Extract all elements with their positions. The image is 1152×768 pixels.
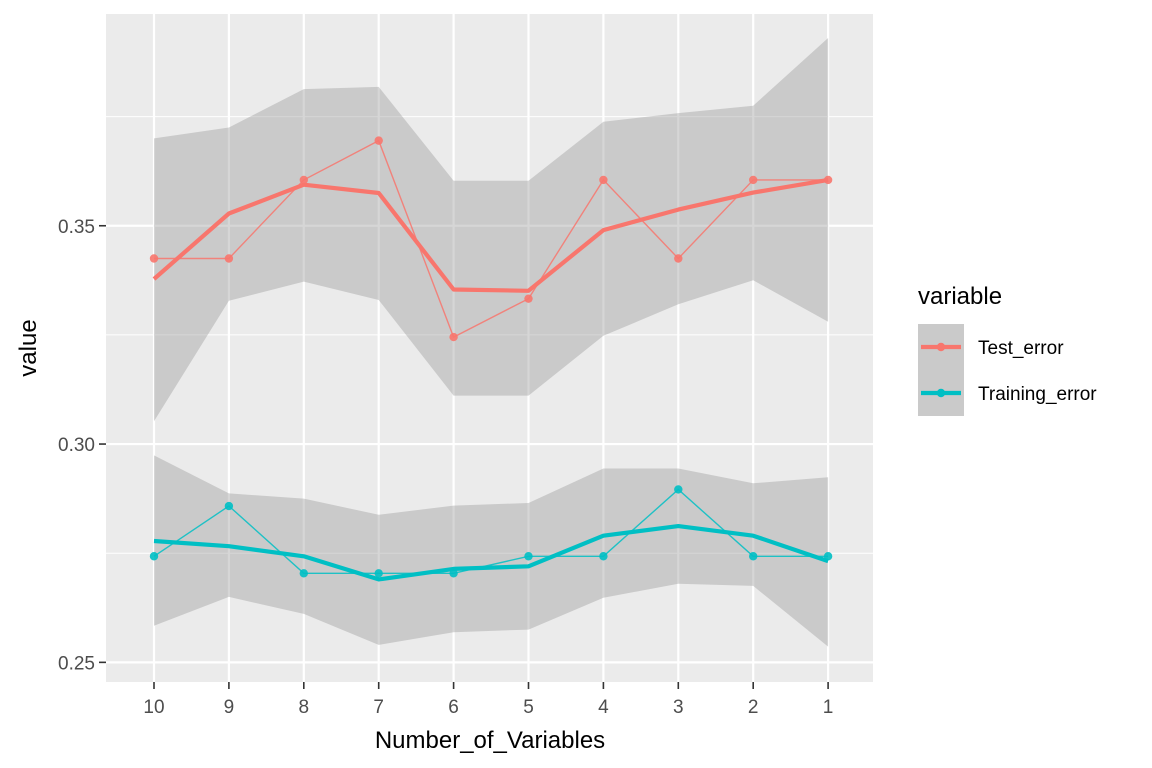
point-test-error [524, 294, 533, 303]
raw-series-lines [153, 139, 829, 574]
point-training-error [149, 552, 159, 561]
x-axis-title: Number_of_Variables [375, 727, 605, 754]
point-test-error [224, 254, 234, 263]
x-tick-label: 10 [143, 697, 164, 718]
legend-title: variable [918, 283, 1002, 310]
x-tick-label: 4 [598, 697, 609, 718]
legend: variable Test_error Training_error [918, 283, 1097, 416]
smooth-series-lines [152, 177, 829, 582]
x-tick-label: 2 [748, 697, 759, 718]
point-test-error [449, 332, 458, 342]
point-training-error [524, 552, 533, 561]
x-tick-label: 3 [673, 697, 684, 718]
y-tick-label: 0.30 [58, 435, 95, 456]
legend-label-training-error: Training_error [978, 384, 1097, 405]
legend-key-point [936, 342, 946, 352]
panel-background [106, 14, 873, 682]
x-tick-label: 5 [523, 697, 534, 718]
point-test-error [374, 136, 383, 145]
point-test-error [674, 254, 683, 263]
legend-key-test-error [918, 324, 964, 370]
x-tick-label: 1 [823, 697, 834, 718]
point-test-error [299, 175, 308, 185]
point-training-error [449, 569, 458, 578]
x-tick-label: 8 [299, 697, 310, 718]
y-tick-label: 0.25 [58, 653, 95, 674]
smooth-test-error [152, 177, 829, 293]
legend-key-point [936, 388, 946, 398]
legend-label-test-error: Test_error [978, 338, 1064, 359]
data-points [149, 136, 833, 578]
point-test-error [599, 175, 608, 185]
smooth-training-error [153, 523, 829, 582]
point-training-error [749, 552, 758, 561]
legend-key-training-error [918, 370, 964, 416]
grid-minor [106, 116, 873, 554]
y-tick-label: 0.35 [58, 217, 95, 238]
confidence-bands [154, 38, 829, 647]
point-training-error [299, 569, 308, 578]
point-training-error [674, 485, 683, 494]
point-training-error [599, 552, 608, 561]
point-training-error [374, 569, 383, 578]
x-tick-label: 9 [224, 697, 235, 718]
x-axis: 10 9 8 7 6 5 4 3 2 1 [143, 682, 833, 718]
point-training-error [224, 501, 234, 511]
x-tick-label: 6 [448, 697, 459, 718]
line-test-error [154, 139, 829, 339]
y-axis: 0.25 0.30 0.35 [58, 217, 106, 674]
x-tick-label: 7 [373, 697, 384, 718]
point-training-error [823, 552, 833, 561]
band-test-error [154, 38, 829, 422]
band-training-error [154, 455, 829, 647]
line-training-error [153, 488, 829, 574]
point-test-error [749, 175, 758, 185]
point-test-error [149, 254, 159, 263]
point-test-error [823, 175, 833, 185]
y-axis-title: value [15, 319, 42, 376]
